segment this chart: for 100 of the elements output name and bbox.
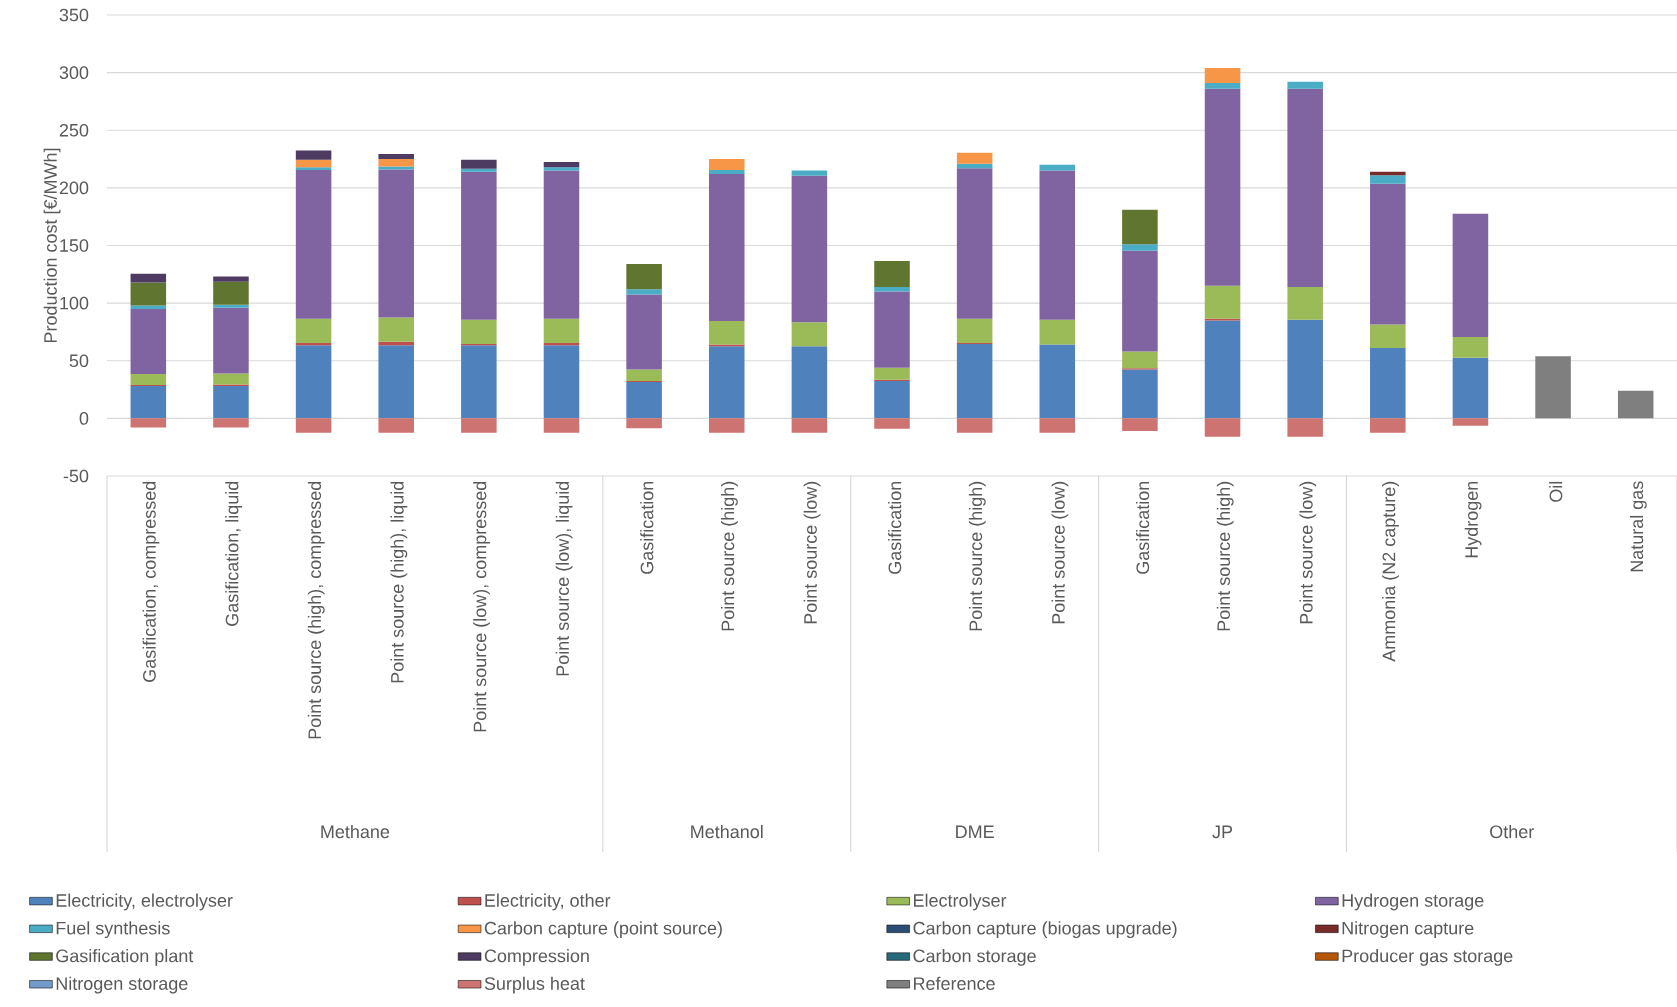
x-tick-label: Oil xyxy=(1549,481,1563,502)
bar xyxy=(461,319,497,345)
bar xyxy=(1204,285,1241,319)
bar xyxy=(543,161,580,168)
bar xyxy=(213,276,249,282)
bar xyxy=(1204,320,1241,419)
bar xyxy=(1039,319,1076,345)
bar xyxy=(130,273,167,283)
x-tick-label: Ammonia (N2 capture) xyxy=(1382,481,1399,662)
legend-label: Carbon storage xyxy=(913,949,1036,966)
bar xyxy=(130,374,167,385)
bar xyxy=(1122,369,1158,419)
bar xyxy=(213,373,249,385)
legend-label: Compression xyxy=(484,949,589,966)
bar xyxy=(874,291,910,368)
bar xyxy=(130,418,167,428)
x-tick-label: Point source (high) xyxy=(721,481,738,631)
bar xyxy=(708,418,745,433)
bar xyxy=(956,152,993,164)
text: Other xyxy=(1490,824,1534,839)
bar xyxy=(1287,88,1323,287)
legend-label: Nitrogen storage xyxy=(56,976,188,994)
bar xyxy=(1204,68,1241,83)
x-tick-label: Point source (high), compressed xyxy=(307,481,325,739)
bar xyxy=(708,346,745,419)
bar xyxy=(543,318,580,343)
y-tick-label: 300 xyxy=(59,66,89,79)
y-tick-label: 200 xyxy=(59,181,89,195)
bar xyxy=(1287,286,1323,320)
bar xyxy=(874,367,910,380)
bar xyxy=(295,345,332,419)
bar xyxy=(956,318,993,343)
bar xyxy=(626,418,662,429)
bar xyxy=(461,171,497,320)
bar xyxy=(1039,164,1076,171)
bar xyxy=(1370,175,1406,184)
x-tick-label: Point source (low) xyxy=(1051,481,1069,624)
bar xyxy=(1287,319,1323,419)
bar xyxy=(295,159,332,168)
text: Methanol xyxy=(691,824,763,839)
bar xyxy=(461,418,497,433)
bar xyxy=(378,169,414,318)
y-tick-label: -50 xyxy=(63,469,89,483)
text: Methane xyxy=(321,824,390,839)
bar xyxy=(791,322,828,347)
y-tick-label: 100 xyxy=(60,296,89,310)
bar xyxy=(1204,88,1241,286)
bar xyxy=(378,159,414,167)
legend-label: Producer gas storage xyxy=(1342,949,1513,966)
bar xyxy=(1452,418,1489,426)
y-tick-label: 350 xyxy=(59,8,89,22)
bar xyxy=(130,282,167,306)
bar xyxy=(1370,324,1406,349)
legend-label: Reference xyxy=(914,976,995,990)
bar xyxy=(378,418,414,433)
x-tick-label: Gasification xyxy=(1135,481,1150,574)
bar xyxy=(543,345,580,419)
bar xyxy=(1039,418,1076,433)
bar xyxy=(708,170,745,175)
bar xyxy=(626,289,662,295)
bar xyxy=(1370,418,1406,433)
bar xyxy=(1122,209,1158,245)
bar xyxy=(1204,83,1241,89)
bar xyxy=(1370,183,1406,325)
bar xyxy=(378,345,414,419)
bar xyxy=(295,170,332,319)
bar xyxy=(1122,250,1158,352)
legend-label: Gasification plant xyxy=(56,949,194,966)
x-tick-label: Point source (low), compressed xyxy=(473,481,490,732)
y-tick-label: 0 xyxy=(79,412,89,425)
bar xyxy=(1287,418,1323,437)
y-tick-label: 150 xyxy=(60,239,89,252)
bar xyxy=(378,153,414,160)
bar xyxy=(956,168,993,319)
x-tick-label: Point source (low) xyxy=(1299,481,1317,624)
x-tick-label: Gasification, liquid xyxy=(225,481,243,626)
legend-label: Electrolyser xyxy=(914,893,1007,911)
bar xyxy=(213,281,249,305)
legend-label: Carbon capture (biogas upgrade) xyxy=(913,921,1177,939)
bar xyxy=(461,345,497,419)
bar xyxy=(791,418,828,433)
bar xyxy=(295,418,332,433)
y-tick-label: 50 xyxy=(69,354,89,368)
y-tick-label: 250 xyxy=(59,123,89,137)
x-tick-label: Gasification xyxy=(888,481,902,574)
x-tick-label: Gasification xyxy=(640,481,654,574)
legend-label: Fuel synthesis xyxy=(56,921,170,939)
legend-label: Carbon capture (point source) xyxy=(484,921,722,939)
text: DME xyxy=(956,825,994,838)
bar xyxy=(295,318,332,343)
bar xyxy=(1617,390,1654,419)
bar xyxy=(213,307,249,374)
bar xyxy=(626,382,662,419)
bar xyxy=(543,167,580,171)
bar xyxy=(1535,356,1571,419)
bar xyxy=(1122,418,1158,432)
x-tick-label: Point source (high), liquid xyxy=(390,481,408,683)
bar xyxy=(956,344,993,419)
bar xyxy=(791,346,828,419)
legend-label: Nitrogen capture xyxy=(1342,921,1474,939)
